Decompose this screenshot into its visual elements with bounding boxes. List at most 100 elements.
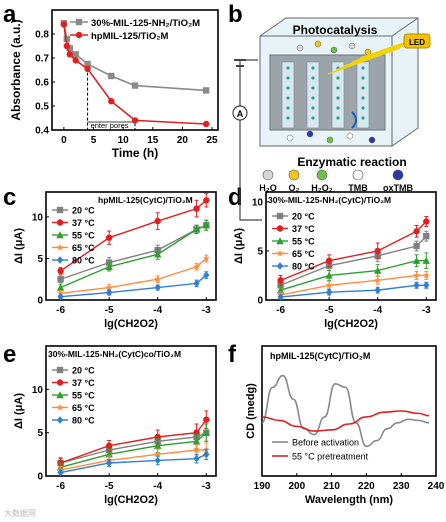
- molecule: [314, 40, 322, 48]
- legend-label: 20 °C: [72, 366, 95, 376]
- panel-letter-b: b: [228, 1, 243, 28]
- x-tick-label: 0: [61, 135, 67, 146]
- data-point: [413, 242, 420, 250]
- y-tick-label: 0.6: [35, 78, 49, 89]
- chart-a: 0 5 10 15 20 25 0.4 0.5 0.6 0.7 0.8 Time (h) Absorba…: [9, 9, 219, 160]
- data-point: [325, 271, 333, 279]
- data-point: [202, 254, 210, 262]
- legend-marker: [56, 391, 64, 399]
- chart-title: hpMIL-125(CytC)/TiO₂M: [270, 351, 370, 361]
- led-label: LED: [409, 38, 425, 47]
- legend-molecule: [262, 169, 274, 181]
- data-point: [56, 283, 65, 291]
- pore-particle: [361, 106, 365, 110]
- panel-letter-c: c: [3, 184, 16, 211]
- data-point: [154, 250, 162, 258]
- x-tick-label: 190: [254, 481, 271, 492]
- y-axis-label: ΔI (μA): [233, 228, 245, 264]
- series-1: [60, 21, 210, 128]
- legend-label: 80 °C: [72, 256, 95, 266]
- series-2: [276, 252, 430, 295]
- molecule: [296, 44, 304, 52]
- x-tick-label: 240: [428, 481, 445, 492]
- data-point: [63, 35, 71, 42]
- y-tick-label: 10: [32, 385, 44, 396]
- data-point: [374, 286, 381, 294]
- data-point: [202, 221, 210, 229]
- data-point: [105, 263, 113, 270]
- legend-marker: [56, 366, 64, 374]
- data-point: [202, 87, 210, 94]
- x-tick-label: -4: [153, 305, 162, 316]
- data-point: [277, 293, 284, 301]
- series-line-0: [261, 374, 430, 448]
- data-point: [423, 232, 430, 240]
- series-2: [56, 423, 210, 473]
- series-line-1: [261, 410, 430, 432]
- series-0: [60, 20, 210, 94]
- legend-label: 65 °C: [72, 403, 95, 413]
- legend-molecule: [316, 169, 328, 181]
- series-4: [57, 271, 210, 301]
- x-tick-label: 5: [91, 135, 97, 146]
- molecule: [348, 42, 356, 50]
- data-point: [154, 441, 162, 449]
- data-point: [412, 257, 421, 264]
- legend-label: 37 °C: [72, 378, 95, 388]
- x-tick-label: -6: [56, 305, 65, 316]
- data-point: [57, 276, 64, 283]
- legend-marker: [276, 225, 284, 232]
- data-point: [63, 42, 71, 50]
- data-point: [108, 98, 115, 105]
- ammeter-label: A: [237, 109, 244, 119]
- pore-particle: [336, 86, 340, 90]
- pore-particle: [361, 76, 365, 80]
- series-1: [277, 216, 430, 286]
- legend-marker: [56, 403, 64, 411]
- pore-particle: [286, 116, 290, 120]
- series-1: [57, 193, 210, 275]
- legend-molecule: [392, 169, 404, 181]
- data-point: [202, 120, 210, 128]
- legend-marker: [75, 18, 83, 26]
- legend-marker: [56, 416, 64, 424]
- data-point: [66, 51, 73, 58]
- x-tick-label: 200: [288, 481, 305, 492]
- legend-marker: [56, 243, 64, 251]
- y-axis-label: ΔI (μA): [13, 393, 25, 429]
- molecule: [368, 136, 376, 144]
- data-point: [325, 281, 333, 289]
- data-point: [84, 60, 91, 68]
- data-point: [57, 267, 64, 275]
- device-edges: [260, 17, 419, 146]
- pore-particle: [336, 116, 340, 120]
- pore-particle: [311, 116, 315, 120]
- annotation-text: enter pores: [91, 121, 129, 130]
- data-point: [66, 45, 73, 52]
- legend-label: 80 °C: [72, 416, 95, 426]
- x-tick-label: -3: [202, 481, 211, 492]
- series-4: [57, 448, 210, 477]
- x-tick-label: 20: [177, 135, 189, 146]
- data-point: [413, 271, 421, 279]
- x-tick-label: -4: [153, 481, 162, 492]
- legend-marker: [56, 379, 64, 386]
- data-point: [374, 266, 382, 274]
- x-tick-label: 210: [323, 481, 340, 492]
- pore: [281, 61, 295, 129]
- data-point: [374, 276, 382, 284]
- data-point: [193, 446, 201, 454]
- data-point: [374, 247, 381, 255]
- data-point: [154, 456, 161, 465]
- x-tick-label: -5: [105, 481, 114, 492]
- pore-particle: [336, 106, 340, 110]
- pore-particle: [286, 86, 290, 90]
- flow-arrow: [351, 111, 357, 129]
- y-tick-label: 0: [257, 296, 263, 307]
- plot-frame: [45, 191, 217, 301]
- legend-molecule-label: H₂O: [259, 183, 277, 193]
- panel-letter-a: a: [3, 1, 17, 28]
- series-line: [280, 274, 427, 296]
- series-0: [57, 423, 210, 468]
